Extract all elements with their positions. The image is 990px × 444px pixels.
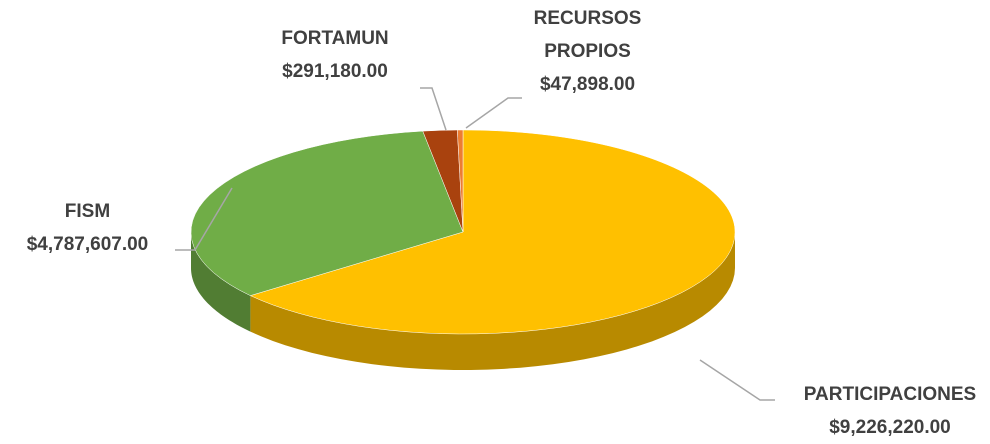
slice (457, 129, 464, 233)
value-label: $9,226,220.00 (829, 417, 951, 438)
leader-line (420, 87, 447, 131)
data-label: PARTICIPACIONES $9,226,220.00 (790, 378, 990, 444)
value-label: $291,180.00 (282, 61, 388, 82)
slices (190, 129, 736, 370)
slice-side (191, 232, 251, 332)
leader-line (175, 187, 233, 251)
category-label: FISM (64, 201, 111, 222)
slice (249, 129, 736, 335)
data-label: RECURSOS PROPIOS $47,898.00 (515, 2, 660, 101)
data-label: FISM $4,787,607.00 (0, 195, 175, 261)
category-label: PARTICIPACIONES (803, 384, 977, 405)
slice (190, 130, 464, 296)
leader-line (465, 97, 522, 129)
value-label: $47,898.00 (539, 74, 636, 95)
value-label: $4,787,607.00 (26, 234, 149, 255)
category-label: FORTAMUN (281, 28, 389, 49)
slice-side (250, 232, 735, 370)
category-label: RECURSOS PROPIOS (533, 8, 642, 62)
leader-lines (175, 87, 775, 401)
leader-line (699, 359, 775, 401)
data-label: FORTAMUN $291,180.00 (250, 22, 420, 88)
